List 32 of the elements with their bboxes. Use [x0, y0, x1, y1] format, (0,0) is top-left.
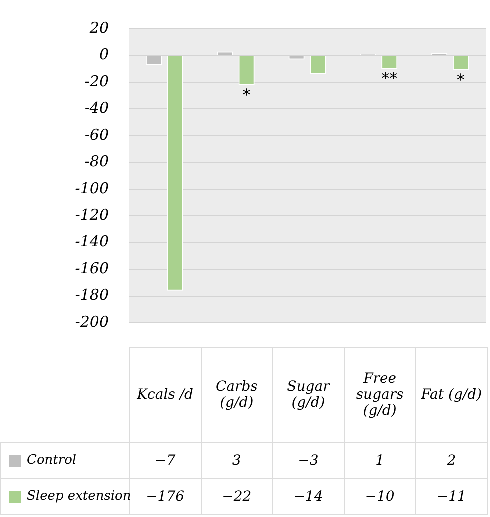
x-tick-label: Sugar (g/d) [272, 348, 344, 442]
y-tick-label: -120 [75, 206, 110, 224]
data-label: −14 [272, 478, 344, 514]
y-tick-label: 0 [99, 46, 110, 64]
data-label: −11 [416, 478, 488, 514]
y-tick-label: -160 [75, 259, 110, 278]
y-tick-label: -140 [75, 232, 110, 251]
data-label: 1 [344, 442, 416, 478]
data-label: −22 [201, 478, 273, 514]
x-tick-label: Free sugars (g/d) [344, 348, 416, 442]
y-tick-label: -40 [84, 99, 110, 118]
y-tick-label: 20 [88, 18, 110, 37]
y-tick-label: -100 [75, 179, 110, 198]
y-tick-label: -80 [84, 152, 110, 171]
data-label: −7 [130, 442, 202, 478]
x-tick-label: Carbs (g/d) [201, 348, 273, 442]
annotation: * [242, 85, 251, 104]
x-tick-label: Kcals /d [130, 348, 202, 442]
x-tick-label: Fat (g/d) [416, 348, 488, 442]
data-label: −3 [272, 442, 344, 478]
data-label: −10 [344, 478, 416, 514]
annotation: * [457, 70, 466, 90]
y-tick-label: -200 [75, 312, 110, 331]
legend-label: Control [0, 442, 130, 478]
legend-label: Sleep extension [0, 478, 132, 514]
y-tick-label: -60 [84, 126, 110, 144]
data-label: 2 [416, 442, 488, 478]
y-tick-label: -20 [84, 72, 110, 90]
annotation: ** [382, 69, 398, 88]
data-label: 3 [201, 442, 273, 478]
y-tick-label: -180 [75, 286, 110, 304]
data-label: −176 [130, 478, 202, 514]
